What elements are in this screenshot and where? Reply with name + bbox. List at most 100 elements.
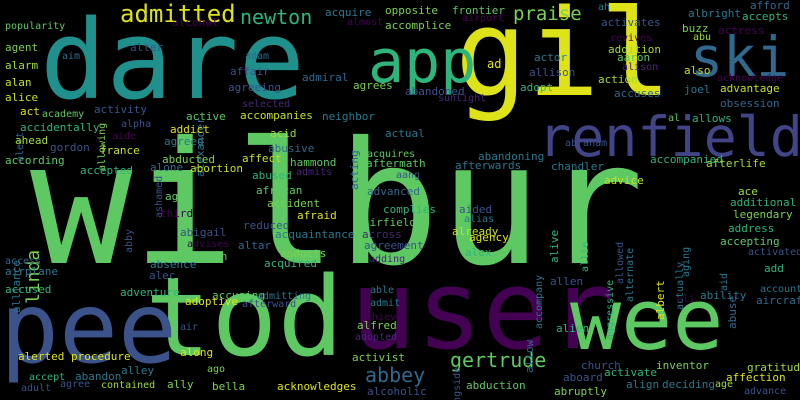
cloud-word: abigail <box>180 226 227 239</box>
cloud-word: admiral <box>302 71 349 84</box>
cloud-word: alone <box>150 161 184 174</box>
cloud-word: acknowledge <box>717 73 784 84</box>
cloud-word: altar <box>238 239 272 252</box>
cloud-word: dare <box>40 0 305 124</box>
cloud-word: revives <box>610 33 653 44</box>
cloud-word: adopted <box>355 332 398 343</box>
cloud-word: adopt <box>520 81 554 94</box>
cloud-word: addict <box>170 123 210 136</box>
cloud-word: also <box>684 64 711 77</box>
cloud-word: alter <box>130 41 164 54</box>
cloud-word: alan <box>5 76 32 89</box>
cloud-word: allows <box>692 112 732 125</box>
cloud-word: abraham <box>565 138 608 149</box>
cloud-word: allen <box>550 275 584 288</box>
cloud-word: action <box>598 73 638 86</box>
cloud-word: newton <box>240 5 313 29</box>
cloud-word: almost <box>347 17 384 28</box>
cloud-word: accept <box>29 372 66 383</box>
cloud-word: app <box>368 27 477 97</box>
cloud-word: tod <box>145 253 344 381</box>
cloud-word: airfield <box>363 216 416 229</box>
cloud-word: gil <box>455 0 672 124</box>
cloud-word: allison <box>529 66 576 79</box>
cloud-word: alec <box>149 269 176 282</box>
cloud-word: popularity <box>5 21 66 32</box>
cloud-word: ally <box>167 378 194 391</box>
cloud-word: afterwards <box>455 159 522 172</box>
cloud-word: gertrude <box>450 348 547 372</box>
cloud-word: admit <box>370 298 401 309</box>
cloud-word: aang <box>396 170 421 181</box>
cloud-word: alex <box>465 246 492 259</box>
cloud-word: wilbur <box>30 106 645 304</box>
cloud-word: accompanies <box>240 109 313 122</box>
cloud-word: ah <box>598 2 611 13</box>
cloud-word: alarm <box>5 59 39 72</box>
cloud-word: affair <box>230 65 270 78</box>
cloud-word: advanced <box>367 185 420 198</box>
cloud-word: alias <box>464 214 495 225</box>
cloud-word: aboard <box>563 371 603 384</box>
cloud-word: alien <box>556 322 590 335</box>
cloud-word: alley <box>121 364 155 377</box>
cloud-word: according <box>5 154 65 167</box>
cloud-word: allow <box>523 339 536 373</box>
cloud-word: sunlight <box>438 93 487 104</box>
cloud-word: acid <box>270 127 297 140</box>
cloud-word: aided <box>459 203 493 216</box>
cloud-word: accepting <box>720 235 780 248</box>
cloud-word: activist <box>352 351 405 364</box>
cloud-word: aggressive <box>605 279 616 340</box>
cloud-word: airplane <box>5 265 58 278</box>
cloud-word: albright <box>688 7 741 20</box>
cloud-word: wee <box>570 271 724 370</box>
cloud-word: admitting <box>257 291 312 302</box>
cloud-word: alice <box>5 91 39 104</box>
cloud-word: actual <box>385 127 425 140</box>
cloud-word: aftermath <box>366 157 426 170</box>
cloud-word: affection <box>726 371 786 384</box>
cloud-word: academy <box>42 109 85 120</box>
cloud-word: agreeing <box>228 81 281 94</box>
cloud-word: abusive <box>268 142 315 155</box>
cloud-word: alternate <box>625 247 636 302</box>
cloud-word: agent <box>5 41 39 54</box>
cloud-word: accompanied <box>650 153 723 166</box>
cloud-word: alpha <box>121 119 152 130</box>
cloud-word: accomplice <box>385 19 452 32</box>
cloud-word: advantage <box>720 82 780 95</box>
cloud-word: accompany <box>534 274 545 329</box>
cloud-word: alison <box>622 62 659 73</box>
cloud-word: acquire <box>325 6 372 19</box>
cloud-word: joel <box>684 83 711 96</box>
cloud-word: ability <box>700 289 747 302</box>
cloud-word: aaron <box>617 51 651 64</box>
cloud-word: align <box>626 378 660 391</box>
cloud-word: aircraft <box>756 294 800 307</box>
cloud-word: abused <box>252 169 292 182</box>
cloud-word: activates <box>601 16 661 29</box>
cloud-word: air <box>180 322 199 333</box>
cloud-word: aim <box>62 51 81 62</box>
cloud-word: able <box>370 285 395 296</box>
cloud-word: account <box>760 284 800 295</box>
cloud-word: adoptive <box>185 295 238 308</box>
cloud-word: active <box>186 110 226 123</box>
cloud-word: afterward <box>242 299 297 310</box>
cloud-word: chandler <box>551 160 604 173</box>
cloud-word: accusing <box>212 289 265 302</box>
cloud-word: alfred <box>357 319 397 332</box>
cloud-word: accepts <box>742 10 789 23</box>
cloud-word: accuses <box>614 87 661 100</box>
cloud-word: buzz <box>682 22 709 35</box>
cloud-word: ali <box>677 294 696 305</box>
cloud-word: alive <box>548 229 561 263</box>
cloud-word: obsession <box>720 97 780 110</box>
cloud-word: ski <box>690 25 790 89</box>
cloud-word: activity <box>94 103 147 116</box>
cloud-word: address <box>728 222 775 235</box>
cloud-word: acquired <box>264 257 317 270</box>
cloud-word: bella <box>212 380 246 393</box>
